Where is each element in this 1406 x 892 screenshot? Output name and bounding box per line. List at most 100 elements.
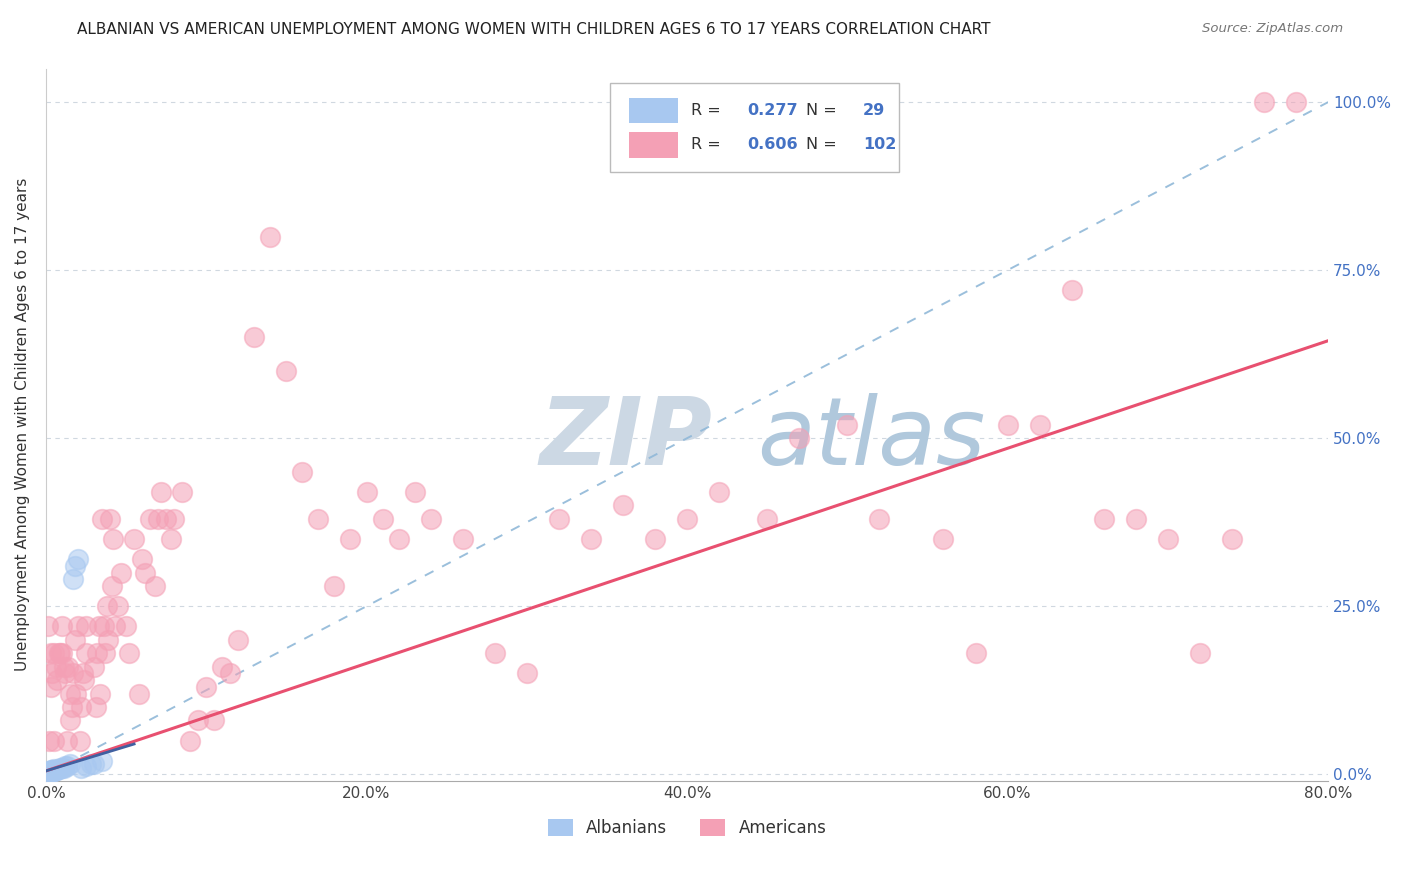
Point [89,687,111,701]
Point [195,680,218,694]
Point [48,762,70,776]
Point [51,646,73,660]
Point [163,512,186,526]
FancyBboxPatch shape [630,132,678,158]
Point [84,700,107,714]
Point [45,659,67,673]
Point [46,673,69,688]
Point [49,761,72,775]
Legend: Albanians, Americans: Albanians, Americans [541,813,834,844]
Point [70,700,93,714]
Text: 102: 102 [863,137,896,153]
Point [932,532,955,546]
Point [837,417,859,432]
Point [56,733,79,747]
Point [52,760,75,774]
Point [39,765,62,780]
Point [307,512,329,526]
Point [356,485,378,500]
Point [118,646,141,660]
Point [371,512,394,526]
Point [226,632,249,647]
Point [187,714,209,728]
Point [38,765,60,780]
Point [37,765,59,780]
Point [644,532,666,546]
Text: atlas: atlas [758,393,986,484]
Point [1157,532,1180,546]
Point [62,572,84,586]
Point [69,733,91,747]
Point [110,566,132,580]
Point [60,700,83,714]
Point [243,330,266,344]
Point [59,714,82,728]
Point [51,760,73,774]
Point [96,599,118,614]
Point [98,512,121,526]
Point [63,632,86,647]
Point [83,757,105,772]
Point [58,659,80,673]
Point [42,762,65,776]
Point [516,666,538,681]
Point [56,759,79,773]
Point [35,767,58,781]
Point [1188,646,1211,660]
Point [134,566,156,580]
Point [965,646,987,660]
Point [104,619,127,633]
FancyBboxPatch shape [630,98,678,123]
Point [42,646,65,660]
Point [612,499,634,513]
Point [107,599,129,614]
Text: 0.277: 0.277 [748,103,799,118]
Point [59,687,82,701]
Point [59,757,82,772]
Point [91,512,114,526]
Text: ALBANIAN VS AMERICAN UNEMPLOYMENT AMONG WOMEN WITH CHILDREN AGES 6 TO 17 YEARS C: ALBANIAN VS AMERICAN UNEMPLOYMENT AMONG … [77,22,991,37]
Point [48,646,70,660]
Text: Source: ZipAtlas.com: Source: ZipAtlas.com [1202,22,1343,36]
Point [37,619,59,633]
Point [756,512,779,526]
Point [579,532,602,546]
Point [62,666,84,681]
Point [787,431,810,445]
Point [291,465,314,479]
Point [39,763,62,777]
Point [387,532,409,546]
Point [75,646,97,660]
Point [1092,512,1115,526]
Point [72,666,94,681]
Point [868,512,890,526]
Point [41,763,63,777]
Point [53,666,76,681]
Point [70,760,93,774]
Point [323,579,346,593]
Point [41,666,63,681]
Point [339,532,361,546]
Point [93,619,115,633]
Point [1125,512,1147,526]
Point [35,765,58,780]
Point [547,512,569,526]
Point [63,558,86,573]
Point [73,673,96,688]
Point [97,632,120,647]
Point [80,757,103,772]
Point [45,763,67,777]
Point [39,680,62,694]
Y-axis label: Unemployment Among Women with Children Ages 6 to 17 years: Unemployment Among Women with Children A… [15,178,30,672]
Point [276,364,298,378]
Point [451,532,474,546]
Point [202,714,225,728]
Point [75,759,97,773]
Point [91,754,114,768]
Point [83,659,105,673]
Point [150,485,173,500]
Text: R =: R = [690,137,725,153]
Point [160,532,183,546]
Point [146,512,169,526]
Point [115,619,138,633]
